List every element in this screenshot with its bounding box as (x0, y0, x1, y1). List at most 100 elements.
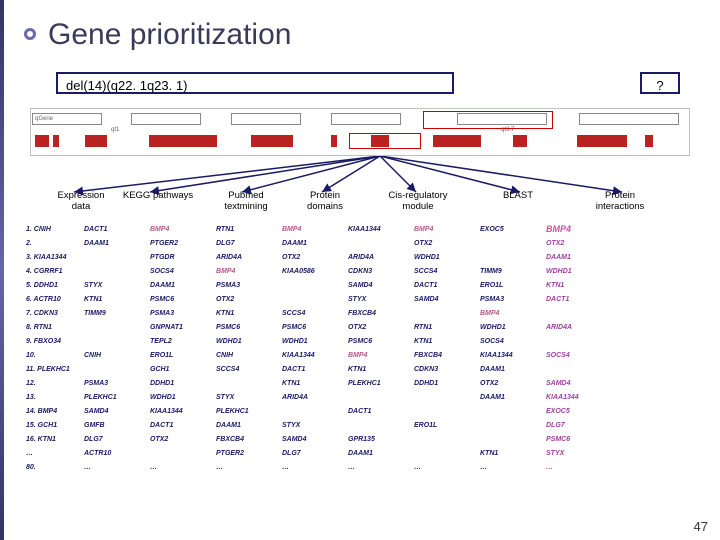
gene-cell: PLEKHC1 (348, 380, 414, 387)
table-row: 8. RTN1GNPNAT1PSMC6PSMC6OTX2RTN1WDHD1ARI… (22, 320, 702, 334)
genome-cell (331, 113, 401, 125)
gene-cell: PSMA3 (216, 282, 282, 289)
genome-cell (579, 113, 679, 125)
gene-cell: SAMD4 (414, 296, 480, 303)
highlight-box-1 (423, 111, 553, 129)
gene-cell: DAAM1 (282, 240, 348, 247)
gene-cell: ERO1L (480, 282, 546, 289)
gene-cell: KIAA0586 (282, 268, 348, 275)
table-row: 12.PSMA3DDHD1KTN1PLEKHC1DDHD1OTX2SAMD4 (22, 376, 702, 390)
gene-cell: PSMC6 (216, 324, 282, 331)
gene-cell: STYX (84, 282, 150, 289)
result-cell: … (546, 464, 602, 471)
genome-band (577, 135, 627, 147)
gene-cell: … (414, 464, 480, 471)
genome-row-1: qGene (31, 113, 689, 129)
gene-cell: GPR135 (348, 436, 414, 443)
page-title: Gene prioritization (48, 18, 291, 52)
gene-cell: KTN1 (348, 366, 414, 373)
row-index: 16. KTN1 (22, 436, 84, 443)
table-row: 6. ACTR10KTN1PSMC6OTX2STYXSAMD4PSMA3DACT… (22, 292, 702, 306)
gene-cell: SOCS4 (480, 338, 546, 345)
gene-cell: DAAM1 (216, 422, 282, 429)
row-index: 5. DDHD1 (22, 282, 84, 289)
row-index: 14. BMP4 (22, 408, 84, 415)
gene-cell: PTGER2 (216, 450, 282, 457)
result-cell: EXOC5 (546, 408, 602, 415)
gene-cell: PSMA3 (84, 380, 150, 387)
genome-cell (131, 113, 201, 125)
row-index: 2. (22, 240, 84, 247)
question-box: ? (640, 72, 680, 94)
result-cell: KTN1 (546, 282, 602, 289)
table-row: 4. CGRRF1SOCS4BMP4KIAA0586CDKN3SCCS4TIMM… (22, 264, 702, 278)
result-cell: PSMC6 (546, 436, 602, 443)
gene-cell: TIMM9 (84, 310, 150, 317)
deletion-label-box: del(14)(q22. 1q23. 1) (56, 72, 454, 94)
gene-cell: CNIH (84, 352, 150, 359)
side-decoration (0, 0, 4, 540)
column-header: KEGG pathways (118, 190, 198, 201)
title-bullet-icon (24, 28, 36, 40)
row-index: 7. CDKN3 (22, 310, 84, 317)
gene-cell: SOCS4 (150, 268, 216, 275)
gene-cell: ARID4A (282, 394, 348, 401)
gene-cell: BMP4 (150, 226, 216, 233)
page-number: 47 (694, 519, 708, 534)
gene-cell: WDHD1 (216, 338, 282, 345)
gene-cell: PSMC6 (150, 296, 216, 303)
gene-cell: BMP4 (348, 352, 414, 359)
gene-cell: OTX2 (216, 296, 282, 303)
table-row: 13.PLEKHC1WDHD1STYXARID4ADAAM1KIAA1344 (22, 390, 702, 404)
gene-cell: STYX (216, 394, 282, 401)
gene-cell: DACT1 (414, 282, 480, 289)
column-headers: ExpressiondataKEGG pathwaysPubmedtextmin… (30, 190, 710, 218)
gene-cell: SAMD4 (84, 408, 150, 415)
row-index: 8. RTN1 (22, 324, 84, 331)
gene-cell: BMP4 (480, 310, 546, 317)
gene-cell: DAAM1 (480, 366, 546, 373)
gene-cell: GMFB (84, 422, 150, 429)
gene-cell: TIMM9 (480, 268, 546, 275)
genome-band (433, 135, 481, 147)
gene-cell: BMP4 (414, 226, 480, 233)
gene-cell: KTN1 (414, 338, 480, 345)
gene-cell: SAMD4 (348, 282, 414, 289)
gene-cell: OTX2 (414, 240, 480, 247)
row-index: … (22, 450, 84, 457)
gene-cell: PSMA3 (480, 296, 546, 303)
gene-cell: DDHD1 (414, 380, 480, 387)
row-index: 80. (22, 464, 84, 471)
row-index: 3. KIAA1344 (22, 254, 84, 261)
gene-cell: CNIH (216, 352, 282, 359)
gene-cell: ERO1L (414, 422, 480, 429)
gene-ranking-grid: 1. CNIHDACT1BMP4RTN1BMP4KIAA1344BMP4EXOC… (22, 222, 702, 474)
gene-cell: DLG7 (282, 450, 348, 457)
genome-band (645, 135, 653, 147)
row-index: 9. FBXO34 (22, 338, 84, 345)
column-header: Cis-regulatorymodule (376, 190, 460, 212)
gene-cell: DACT1 (150, 422, 216, 429)
gene-cell: WDHD1 (282, 338, 348, 345)
gene-cell: … (480, 464, 546, 471)
gene-cell: STYX (348, 296, 414, 303)
row-index: 15. GCH1 (22, 422, 84, 429)
gene-cell: STYX (282, 422, 348, 429)
column-header: Pubmedtextmining (210, 190, 282, 212)
result-cell: WDHD1 (546, 268, 602, 275)
row-index: 4. CGRRF1 (22, 268, 84, 275)
table-row: 80.…………………… (22, 460, 702, 474)
gene-cell: OTX2 (282, 254, 348, 261)
gene-cell: KIAA1344 (348, 226, 414, 233)
gene-cell: WDHD1 (480, 324, 546, 331)
gene-cell: BMP4 (282, 226, 348, 233)
gene-cell: FBXCB4 (414, 352, 480, 359)
result-cell: DACT1 (546, 296, 602, 303)
result-cell: ARID4A (546, 324, 602, 331)
result-cell: STYX (546, 450, 602, 457)
genome-cell: qGene (32, 113, 102, 125)
table-row: 3. KIAA1344PTGDRARID4AOTX2ARID4AWDHD1DAA… (22, 250, 702, 264)
gene-cell: SCCS4 (414, 268, 480, 275)
gene-cell: … (216, 464, 282, 471)
table-row: …ACTR10PTGER2DLG7DAAM1KTN1STYX (22, 446, 702, 460)
